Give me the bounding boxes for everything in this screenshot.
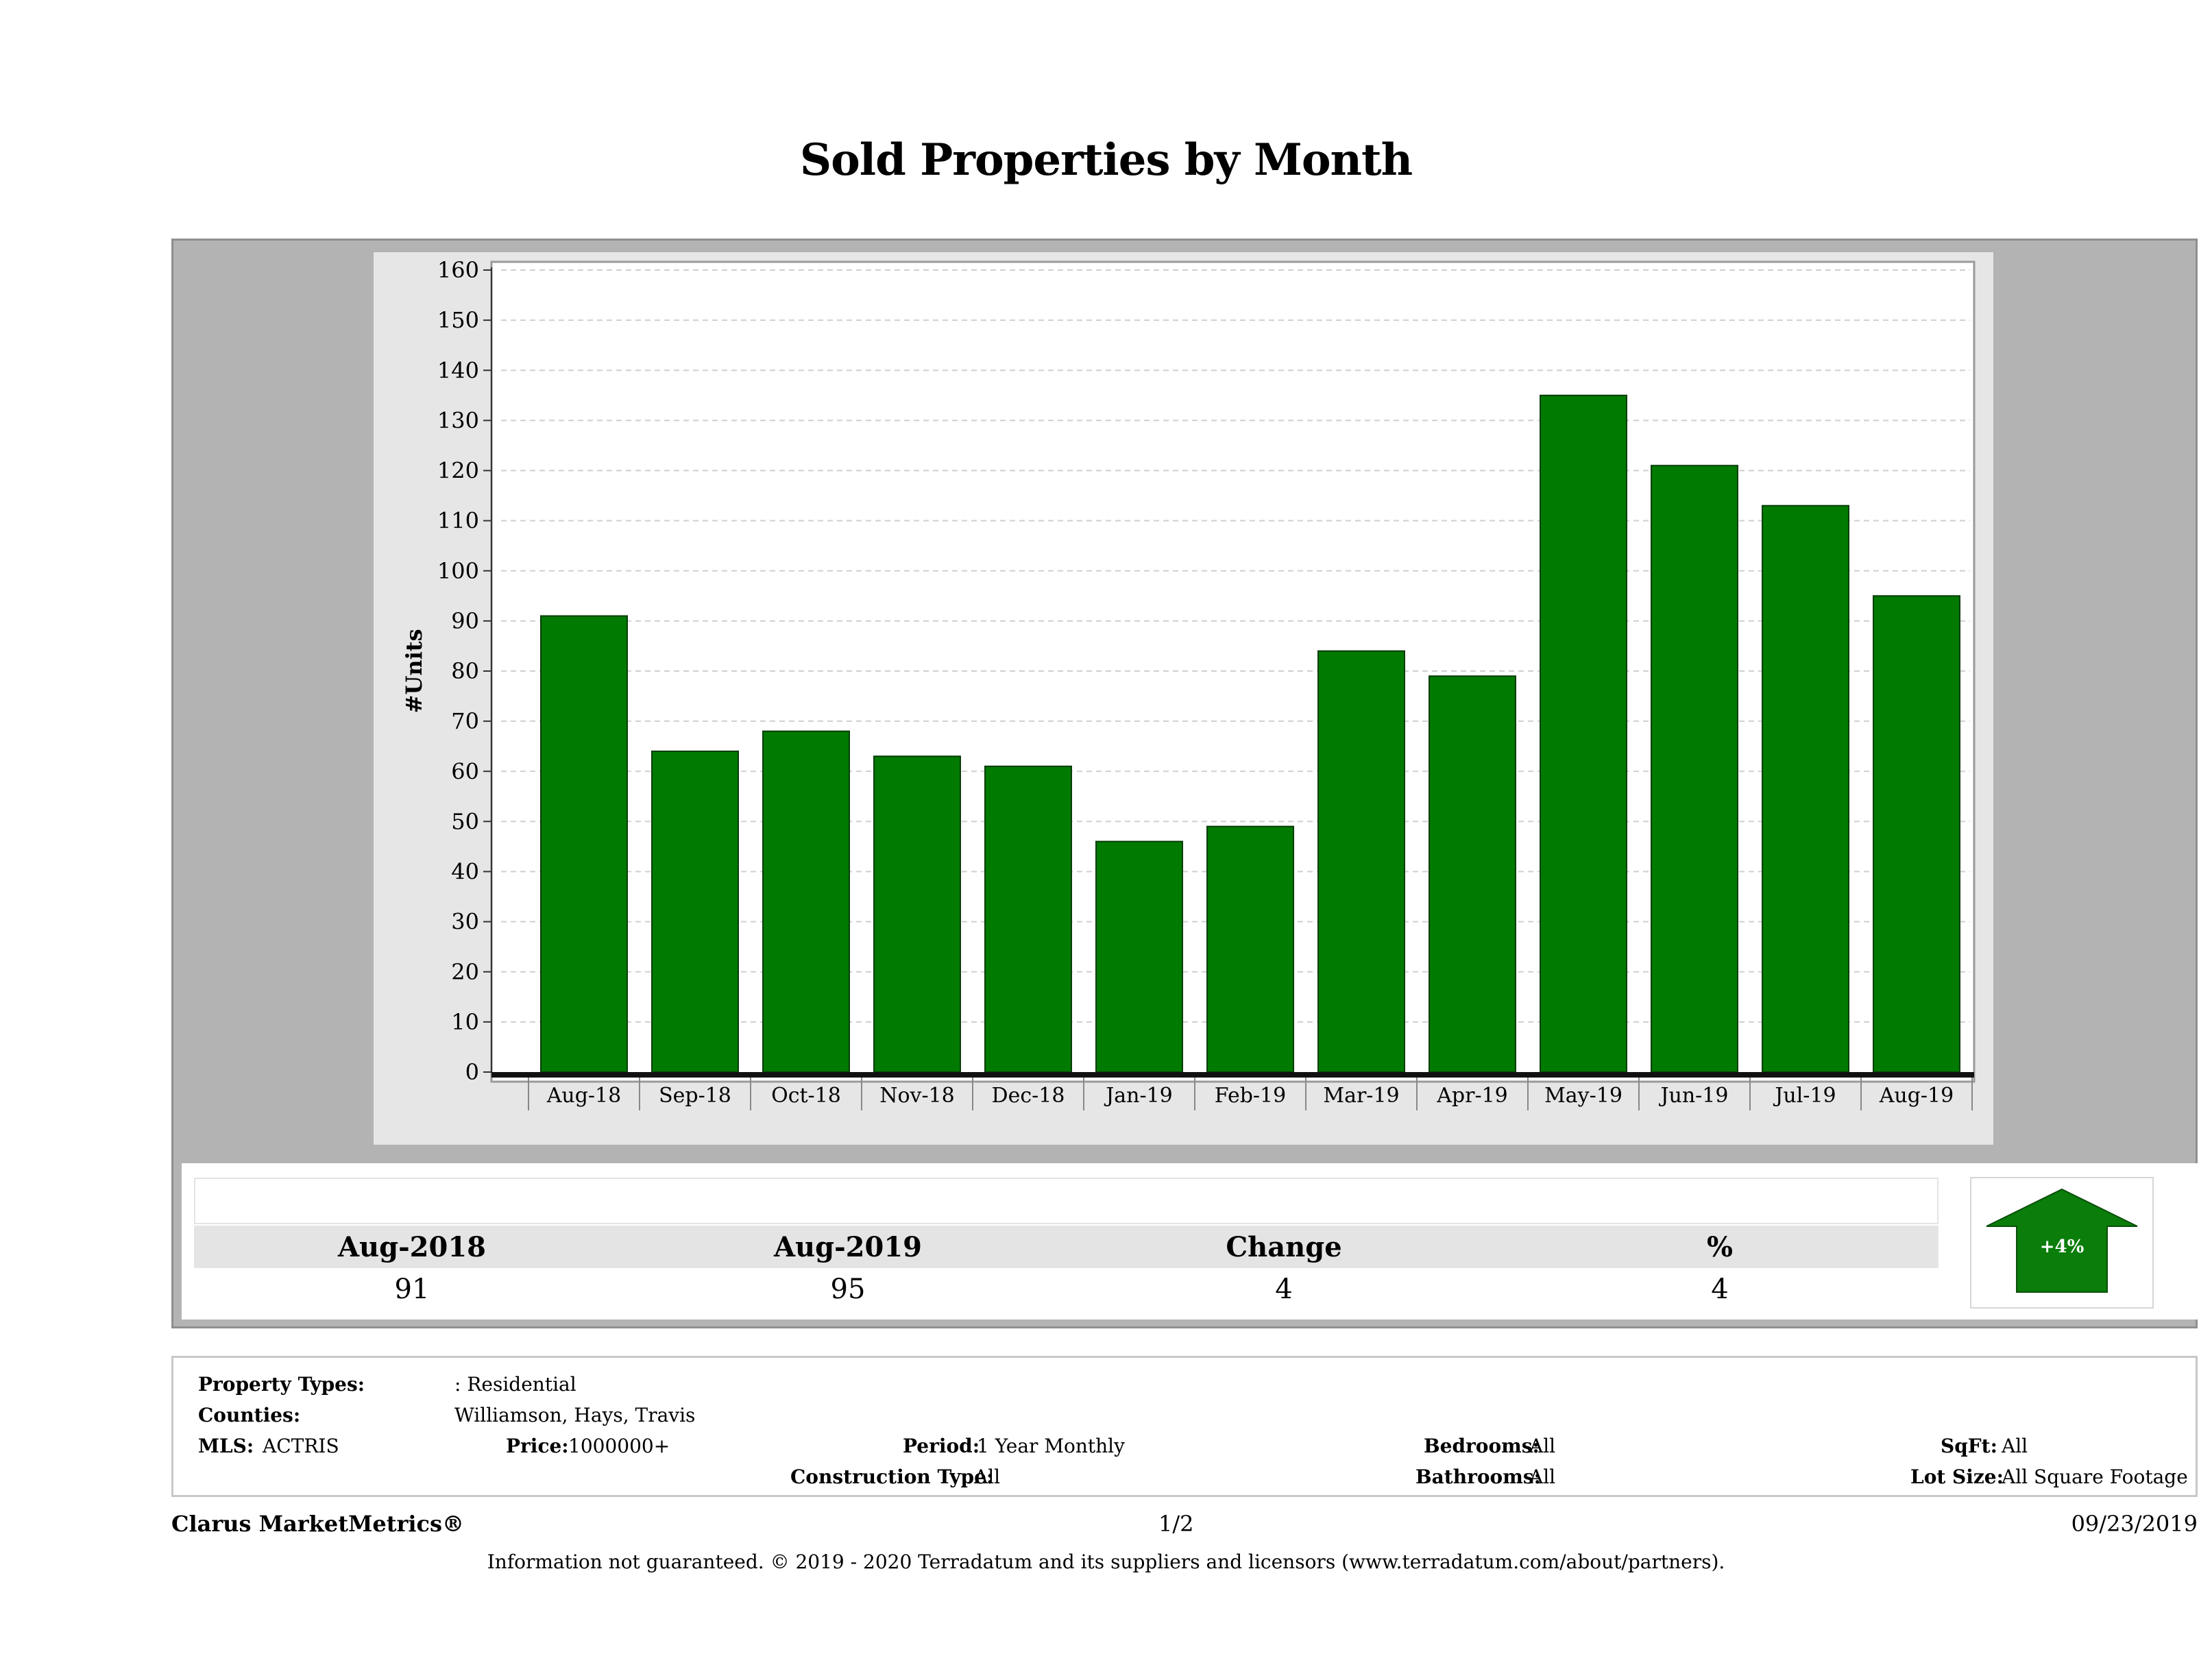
counties-label: Counties: <box>198 1404 301 1426</box>
chart-area: 0 10 20 30 40 50 60 70 80 90 100 110 120 130 140 150 160… <box>374 252 1993 1145</box>
sqft-label: SqFt: <box>1941 1435 1997 1457</box>
y-tick-label: 10 <box>451 1009 479 1035</box>
y-tick-label: 110 <box>437 508 479 534</box>
bar-aug-19 <box>1873 595 1960 1073</box>
y-tick-label: 70 <box>451 708 479 734</box>
y-tick-label: 150 <box>437 307 479 333</box>
filter-details: Property Types: : Residential Counties: … <box>171 1356 2198 1497</box>
y-tick-label: 40 <box>451 859 479 885</box>
stat-value-percent: 4 <box>1711 1274 1729 1305</box>
page-title: Sold Properties by Month <box>799 134 1413 186</box>
y-tick-label: 0 <box>465 1059 479 1085</box>
y-axis-label: #Units <box>401 629 427 714</box>
y-tick-label: 30 <box>451 909 479 935</box>
lot-size-value: All Square Footage <box>2002 1466 2188 1488</box>
bedrooms-value: All <box>1529 1435 1556 1457</box>
x-tick-label: Feb-19 <box>1215 1084 1286 1108</box>
stat-value-prev: 91 <box>394 1274 430 1305</box>
bar-sep-18 <box>651 751 739 1073</box>
y-tick-label: 160 <box>437 257 479 283</box>
x-tick-label: Nov-18 <box>879 1084 955 1108</box>
bar-mar-19 <box>1317 650 1405 1073</box>
x-tick-label: Jul-19 <box>1773 1084 1836 1108</box>
stat-value-curr: 95 <box>830 1274 866 1305</box>
property-types-label: Property Types: <box>198 1373 365 1396</box>
y-tick-label: 80 <box>451 658 479 684</box>
y-tick-label: 90 <box>451 608 479 634</box>
disclaimer: Information not guaranteed. © 2019 - 202… <box>487 1551 1725 1573</box>
y-tick-label: 130 <box>437 407 479 433</box>
y-tick-label: 100 <box>437 558 479 584</box>
y-tick-label: 20 <box>451 959 479 985</box>
page-number: 1/2 <box>1158 1511 1194 1537</box>
bar-apr-19 <box>1429 675 1516 1073</box>
bedrooms-label: Bedrooms: <box>1424 1435 1540 1457</box>
y-tick-label: 50 <box>451 808 479 834</box>
construction-type-label: Construction Type: <box>790 1466 994 1488</box>
bar-may-19 <box>1540 394 1627 1073</box>
bar-jan-19 <box>1095 840 1183 1073</box>
stat-header-prev: Aug-2018 <box>337 1231 486 1263</box>
x-tick-label: May-19 <box>1544 1084 1622 1108</box>
period-label: Period: <box>903 1435 980 1457</box>
up-arrow-icon: +4% <box>1986 1188 2138 1293</box>
stat-header-percent: % <box>1706 1231 1733 1263</box>
lot-size-label: Lot Size: <box>1910 1466 2004 1488</box>
report-date: 09/23/2019 <box>2071 1511 2198 1537</box>
sqft-value: All <box>2002 1435 2028 1457</box>
counties-value: Williamson, Hays, Travis <box>454 1404 696 1426</box>
stat-header-curr: Aug-2019 <box>773 1231 922 1263</box>
stats-blank-row <box>194 1178 1938 1224</box>
stat-value-change: 4 <box>1275 1274 1293 1305</box>
bar-nov-18 <box>873 755 961 1073</box>
bar-aug-18 <box>540 615 628 1073</box>
x-tick-label: Apr-19 <box>1436 1084 1508 1108</box>
mls-value: ACTRIS <box>263 1435 339 1457</box>
x-tick-label: Dec-18 <box>992 1084 1065 1108</box>
y-tick-label: 60 <box>451 758 479 784</box>
x-axis <box>491 1072 1974 1078</box>
x-tick-label: Mar-19 <box>1323 1084 1399 1108</box>
price-label: Price: <box>506 1435 569 1457</box>
bar-oct-18 <box>762 730 850 1073</box>
trend-badge: +4% <box>1970 1177 2154 1309</box>
bathrooms-label: Bathrooms: <box>1415 1466 1541 1488</box>
trend-badge-label: +4% <box>2040 1237 2085 1257</box>
x-tick-label: Oct-18 <box>771 1084 841 1108</box>
x-tick-label: Aug-18 <box>546 1084 622 1108</box>
bar-jul-19 <box>1762 504 1849 1073</box>
x-tick-label: Aug-19 <box>1879 1084 1954 1108</box>
price-value: 1000000+ <box>568 1435 670 1457</box>
stat-header-change: Change <box>1226 1231 1342 1263</box>
property-types-value: : Residential <box>454 1373 576 1396</box>
bar-jun-19 <box>1651 465 1738 1073</box>
x-tick-label: Jun-19 <box>1659 1084 1729 1108</box>
bathrooms-value: All <box>1529 1466 1556 1488</box>
y-tick-label: 120 <box>437 458 479 484</box>
construction-type-value: All <box>974 1466 1001 1488</box>
y-tick-label: 140 <box>437 357 479 383</box>
stats-value-row: 91 95 4 4 <box>194 1269 1938 1311</box>
brand-name: Clarus MarketMetrics® <box>171 1511 465 1537</box>
bar-chart: 0 10 20 30 40 50 60 70 80 90 100 110 120 130 140 150 160… <box>401 257 1976 1110</box>
period-value: 1 Year Monthly <box>977 1435 1125 1457</box>
x-tick-label: Sep-18 <box>659 1084 731 1108</box>
x-tick-label: Jan-19 <box>1104 1084 1173 1108</box>
bar-feb-19 <box>1206 825 1294 1073</box>
mls-label: MLS: <box>198 1435 254 1457</box>
bar-dec-18 <box>984 765 1072 1073</box>
stats-header-row: Aug-2018 Aug-2019 Change % <box>194 1226 1938 1268</box>
